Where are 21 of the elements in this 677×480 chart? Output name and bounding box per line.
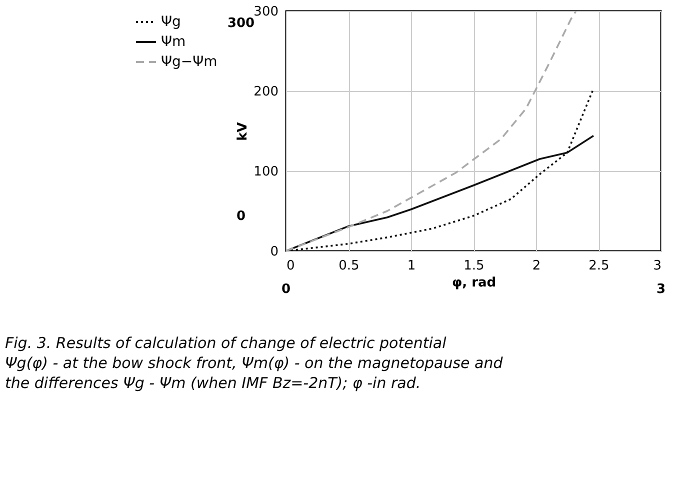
y-axis-title: kV <box>236 122 251 141</box>
y-tick-label: 0 <box>270 244 278 260</box>
x-tick-label: 2.5 <box>588 258 610 274</box>
y-tick-label: 200 <box>254 84 278 100</box>
text: 0 <box>236 209 246 224</box>
x-tick-label: 0 <box>286 258 295 274</box>
legend-label: Ψm <box>161 34 186 50</box>
caption: Fig. 3. Results of calculation of change of electric potential Ψg(φ) - at the bow shock front, Ψm(φ) - on the magnetopause and the differences Ψg - Ψm (when IMF Bz=-2nT); φ -in rad. <box>5 334 504 392</box>
text: 300 <box>227 16 255 31</box>
x-tick-label: 1 <box>407 258 416 274</box>
y-tick-label: 100 <box>254 164 278 180</box>
text: 0 <box>281 282 291 297</box>
text: 3 <box>656 282 666 297</box>
legend-label: Ψg−Ψm <box>161 54 218 70</box>
x-axis-title: φ, rad <box>452 276 496 290</box>
x-tick-label: 1.5 <box>464 258 484 274</box>
x-tick-label: 0.5 <box>338 258 360 274</box>
legend-label: Ψg <box>161 14 181 30</box>
x-tick-label: 3 <box>653 258 662 274</box>
x-tick-label: 2 <box>532 258 541 274</box>
y-tick-label: 300 <box>254 4 278 20</box>
